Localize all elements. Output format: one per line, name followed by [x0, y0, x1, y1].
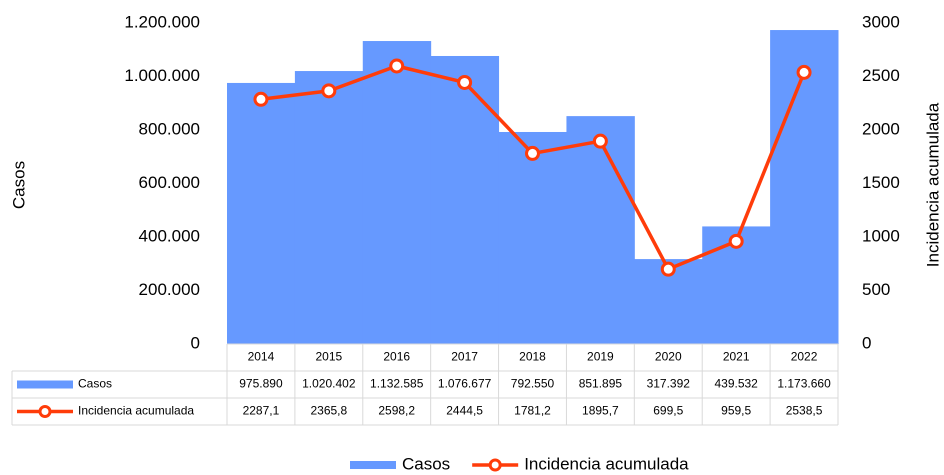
x-tick-label: 2017 — [451, 350, 478, 364]
y-tick-label: 200.000 — [139, 280, 200, 299]
legend-label: Incidencia acumulada — [524, 454, 689, 473]
data-label: 317.392 — [647, 377, 691, 391]
data-label: 1895,7 — [582, 404, 619, 418]
bar — [770, 30, 839, 344]
data-label: 2365,8 — [310, 404, 347, 418]
data-label: 975.890 — [239, 377, 283, 391]
data-label: 792.550 — [511, 377, 555, 391]
y2-tick-label: 0 — [862, 333, 871, 352]
x-tick-label: 2016 — [383, 350, 410, 364]
x-tick-label: 2014 — [248, 350, 275, 364]
data-label: 1781,2 — [514, 404, 551, 418]
line-marker — [457, 74, 473, 90]
y2-tick-label: 2500 — [862, 66, 900, 85]
data-label: 2444,5 — [446, 404, 483, 418]
data-label: 699,5 — [653, 404, 683, 418]
y-tick-label: 1.200.000 — [124, 12, 200, 31]
bar — [294, 71, 364, 344]
x-tick-label: 2022 — [791, 350, 818, 364]
legend-swatch — [488, 458, 502, 472]
x-tick-label: 2021 — [723, 350, 750, 364]
y-axis-label: Casos — [9, 161, 28, 209]
legend-swatch — [350, 461, 396, 469]
y-tick-label: 1.000.000 — [124, 66, 200, 85]
legend-label: Casos — [402, 454, 450, 473]
data-label: 1.076.677 — [438, 377, 492, 391]
data-label: 2538,5 — [786, 404, 823, 418]
bar — [566, 116, 635, 344]
table-series-name: Casos — [78, 377, 112, 391]
x-tick-label: 2015 — [315, 350, 342, 364]
y2-tick-label: 1500 — [862, 173, 900, 192]
data-label: 1.020.402 — [302, 377, 356, 391]
line-marker — [592, 133, 608, 149]
line-marker — [525, 145, 540, 161]
y2-tick-label: 1000 — [862, 226, 900, 245]
data-label: 851.895 — [579, 377, 623, 391]
legend-swatch — [38, 405, 52, 418]
table-series-name: Incidencia acumulada — [78, 404, 194, 418]
bar — [430, 55, 500, 345]
y-tick-label: 800.000 — [139, 119, 200, 138]
data-label: 959,5 — [721, 404, 751, 418]
y-tick-label: 400.000 — [139, 226, 200, 245]
y-tick-label: 600.000 — [139, 173, 200, 192]
line-marker — [796, 64, 812, 80]
y2-tick-label: 2000 — [862, 119, 900, 138]
data-label: 2598,2 — [378, 404, 415, 418]
y2-tick-label: 500 — [862, 280, 890, 299]
line-marker — [660, 261, 676, 277]
y2-axis-label: Incidencia acumulada — [923, 102, 942, 267]
y2-tick-label: 3000 — [862, 12, 900, 31]
line-marker — [728, 233, 744, 249]
line-marker — [321, 83, 337, 99]
x-tick-label: 2019 — [587, 350, 614, 364]
data-label: 2287,1 — [243, 404, 280, 418]
bar — [227, 82, 296, 344]
bar — [362, 41, 432, 345]
line-marker — [253, 91, 269, 107]
legend-swatch — [17, 380, 73, 389]
data-label: 439.532 — [714, 377, 758, 391]
data-label: 1.132.585 — [370, 377, 424, 391]
x-tick-label: 2018 — [519, 350, 546, 364]
bar — [498, 131, 567, 344]
line-marker — [389, 58, 405, 74]
data-label: 1.173.660 — [777, 377, 831, 391]
x-tick-label: 2020 — [655, 350, 682, 364]
y-tick-label: 0 — [191, 333, 200, 352]
